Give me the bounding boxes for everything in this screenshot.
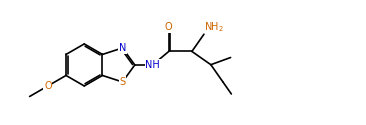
Text: S: S [119,77,126,87]
Text: N: N [119,43,126,53]
Text: O: O [165,22,173,32]
Text: NH$_2$: NH$_2$ [205,20,224,34]
Text: NH: NH [145,60,160,70]
Text: O: O [44,81,52,91]
